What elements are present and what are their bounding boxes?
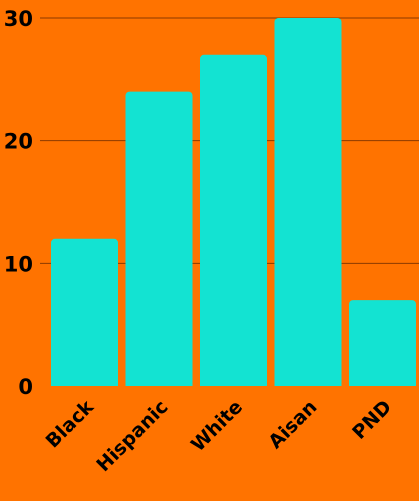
x-tick-label-aisan: Aisan [264, 396, 321, 453]
bar-hispanic [125, 91, 193, 386]
y-axis-ticks: 0 10 20 30 [4, 7, 33, 399]
y-tick-label: 0 [18, 375, 33, 399]
bar-pnd [349, 300, 416, 386]
x-tick-label-white: White [187, 396, 247, 456]
x-tick-label-hispanic: Hispanic [92, 396, 172, 476]
bar-base-pnd [349, 381, 416, 386]
y-tick-label: 20 [4, 130, 33, 154]
bar-base-black [51, 381, 118, 386]
x-tick-label-black: Black [42, 396, 99, 453]
y-tick-label: 30 [4, 7, 33, 31]
bar-base-white [200, 381, 267, 386]
bar-aisan [274, 18, 342, 386]
bar-base-aisan [274, 381, 342, 386]
x-tick-label-pnd: PND [348, 396, 396, 444]
bar-white [200, 54, 267, 387]
bars [51, 18, 416, 387]
bar-black [51, 238, 118, 386]
bar-base-hispanic [125, 381, 193, 386]
y-tick-label: 10 [4, 252, 33, 276]
